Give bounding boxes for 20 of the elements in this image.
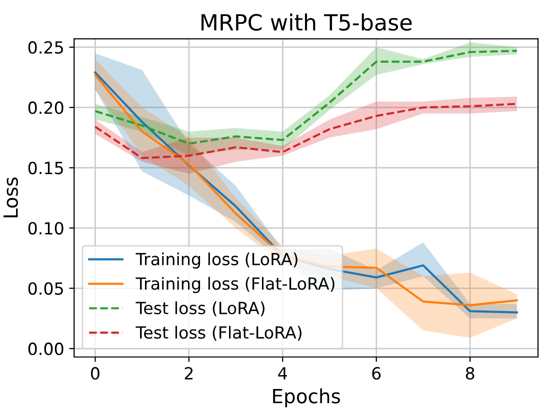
y-tick-label: 0.25 bbox=[28, 41, 63, 54]
y-axis-title: Loss bbox=[4, 178, 18, 218]
legend-label: Test loss (LoRA) bbox=[136, 301, 264, 316]
x-tick-label: 6 bbox=[372, 367, 381, 380]
x-tick-label: 4 bbox=[278, 367, 288, 380]
y-tick-label: 0.10 bbox=[28, 222, 64, 235]
x-tick-label: 8 bbox=[466, 367, 474, 380]
legend-label: Training loss (Flat-LoRA) bbox=[136, 276, 334, 294]
line-series bbox=[94, 50, 518, 145]
x-axis-title: Epochs bbox=[273, 388, 340, 408]
y-tick-label: 0.00 bbox=[28, 342, 64, 356]
line-series bbox=[94, 102, 518, 160]
chart-title: MRPC with T5-base bbox=[201, 14, 412, 31]
x-tick-label: 2 bbox=[184, 367, 193, 380]
y-tick-label: 0.20 bbox=[28, 101, 64, 114]
y-tick-label: 0.05 bbox=[28, 282, 63, 295]
legend-label: Training loss (LoRA) bbox=[136, 252, 298, 269]
legend-label: Test loss (Flat-LoRA) bbox=[136, 326, 302, 341]
y-tick-label: 0.15 bbox=[28, 162, 63, 174]
x-tick-label: 0 bbox=[91, 367, 100, 380]
